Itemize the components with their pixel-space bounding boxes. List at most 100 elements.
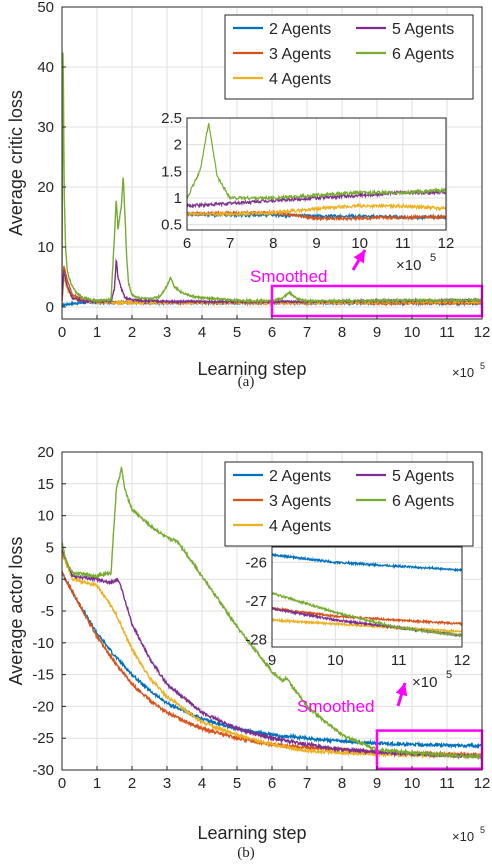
inset-series-line-6-agents-b xyxy=(272,591,462,638)
annotation-b: Smoothed xyxy=(297,682,408,716)
x-tick-label-a: 0 xyxy=(58,324,66,341)
inset-frame-b xyxy=(271,546,463,648)
legend-label-5-agents-b: 5 Agents xyxy=(392,468,454,485)
y-tick-label-a: 10 xyxy=(37,239,54,256)
y-tick-label-b: -20 xyxy=(32,698,54,715)
x-tick-label-b: 5 xyxy=(233,775,241,792)
legend-label-6-agents-a: 6 Agents xyxy=(392,46,454,63)
y-tick-label-a: 0 xyxy=(46,299,54,316)
x-multiplier-text-b: ×10 xyxy=(452,829,474,844)
y-tick-label-b: -25 xyxy=(32,730,54,747)
series-line-2-agents-b xyxy=(62,570,482,750)
legend-label-4-agents-a: 4 Agents xyxy=(269,71,331,88)
x-tick-label-b: 10 xyxy=(404,775,421,792)
caption-b: (b) xyxy=(237,845,255,861)
smoothed-arrow-head-b xyxy=(395,683,408,697)
inset-x-tick-label-b: 12 xyxy=(454,652,471,669)
inset-series-line-2-agents-b xyxy=(272,552,462,573)
x-multiplier-text-a: ×10 xyxy=(452,365,474,380)
x-tick-label-b: 7 xyxy=(303,775,311,792)
x-tick-label-b: 2 xyxy=(128,775,136,792)
x-tick-label-a: 9 xyxy=(373,324,381,341)
inset-y-tick-label-a: 2 xyxy=(174,137,182,154)
inset-x-tick-label-a: 7 xyxy=(226,235,234,252)
legend-label-4-agents-b: 4 Agents xyxy=(269,518,331,535)
inset-y-tick-label-a: 1.5 xyxy=(161,163,182,180)
smoothed-label-b: Smoothed xyxy=(297,697,375,716)
series-line-6-agents-b xyxy=(62,465,482,761)
y-tick-label-b: 0 xyxy=(46,571,54,588)
inset-a: 6 7 8 9 10 11 12 0.5 1 1.5 2 2.5 ×10 5 xyxy=(161,110,454,274)
inset-series-line-3-agents-b xyxy=(272,606,462,627)
y-tick-label-b: 5 xyxy=(46,539,54,556)
inset-frame-a xyxy=(186,117,447,231)
x-multiplier-b: ×10 5 xyxy=(452,825,485,844)
inset-series-line-4-agents-b xyxy=(272,617,462,634)
x-tick-label-b: 1 xyxy=(93,775,101,792)
x-tick-label-a: 12 xyxy=(474,324,491,341)
y-axis-label-b: Average actor loss xyxy=(6,537,26,686)
x-multiplier-a: ×10 5 xyxy=(452,361,485,380)
x-tick-label-b: 12 xyxy=(474,775,491,792)
x-tick-label-b: 11 xyxy=(439,775,455,792)
inset-x-tick-label-a: 8 xyxy=(269,235,277,252)
legend-label-2-agents-b: 2 Agents xyxy=(269,468,331,485)
inset-series-group-b xyxy=(272,552,462,638)
chart-panel-b: 0 1 2 3 4 5 6 7 8 9 10 11 12-30-25-20-15-10-50510152… xyxy=(6,444,490,861)
inset-x-tick-label-a: 9 xyxy=(312,235,320,252)
legend-a: 2 Agents 5 Agents 3 Agents 6 Agents 4 Agents xyxy=(224,14,474,100)
ticks-b: 0 1 2 3 4 5 6 7 8 9 10 11 12-30-25-20-15-10-50510152… xyxy=(32,444,490,792)
x-tick-label-b: 8 xyxy=(338,775,346,792)
x-tick-label-a: 8 xyxy=(338,324,346,341)
inset-x-exponent-b: 5 xyxy=(446,669,452,681)
inset-b: 9 10 11 12 -26 -27 -28 ×10 5 xyxy=(245,546,471,691)
inset-series-line-6-agents-a xyxy=(187,123,446,202)
y-tick-label-b: 20 xyxy=(37,444,54,461)
inset-y-tick-label-a: 1 xyxy=(174,190,182,207)
x-exponent-text-a: 5 xyxy=(480,361,485,371)
legend-label-5-agents-a: 5 Agents xyxy=(392,21,454,38)
inset-x-tick-label-a: 10 xyxy=(351,235,368,252)
inset-x-tick-label-b: 11 xyxy=(391,652,407,669)
x-exponent-text-b: 5 xyxy=(480,825,485,835)
legend-b: 2 Agents 5 Agents 3 Agents 6 Agents 4 Agents xyxy=(224,461,474,547)
legend-box-a xyxy=(224,14,474,100)
y-tick-label-b: 15 xyxy=(37,476,54,493)
inset-x-tick-label-a: 6 xyxy=(183,235,191,252)
x-tick-label-a: 7 xyxy=(303,324,311,341)
y-axis-label-a: Average critic loss xyxy=(6,90,26,236)
inset-y-tick-label-a: 2.5 xyxy=(161,110,182,127)
x-tick-label-b: 0 xyxy=(58,775,66,792)
x-axis-label-a: Learning step xyxy=(197,359,306,379)
x-tick-label-b: 4 xyxy=(198,775,206,792)
x-tick-label-a: 2 xyxy=(128,324,136,341)
inset-x-tick-label-a: 12 xyxy=(438,235,455,252)
y-tick-label-a: 30 xyxy=(37,119,54,136)
x-tick-label-b: 9 xyxy=(373,775,381,792)
inset-x-tick-label-b: 10 xyxy=(327,652,344,669)
smoothed-arrow-head-a xyxy=(353,250,365,264)
inset-y-tick-label-b: -28 xyxy=(245,631,267,648)
y-tick-label-b: -30 xyxy=(32,762,54,779)
inset-y-tick-label-b: -26 xyxy=(245,554,267,571)
inset-x-exponent-a: 5 xyxy=(430,252,436,264)
inset-y-tick-label-a: 0.5 xyxy=(161,217,182,234)
inset-series-group-a xyxy=(187,123,446,222)
legend-label-3-agents-b: 3 Agents xyxy=(269,493,331,510)
legend-label-2-agents-a: 2 Agents xyxy=(269,21,331,38)
x-tick-label-a: 5 xyxy=(233,324,241,341)
y-tick-label-b: -15 xyxy=(32,667,54,684)
y-tick-label-b: -10 xyxy=(32,635,54,652)
inset-x-tick-label-b: 9 xyxy=(268,652,276,669)
y-tick-label-a: 40 xyxy=(37,59,54,76)
x-tick-label-a: 4 xyxy=(198,324,206,341)
series-group-b xyxy=(62,465,482,761)
inset-x-multiplier-a: ×10 xyxy=(396,257,421,274)
x-tick-label-a: 11 xyxy=(439,324,455,341)
smoothed-label-a: Smoothed xyxy=(250,267,328,286)
legend-label-3-agents-a: 3 Agents xyxy=(269,46,331,63)
inset-series-line-4-agents-a xyxy=(187,202,446,218)
